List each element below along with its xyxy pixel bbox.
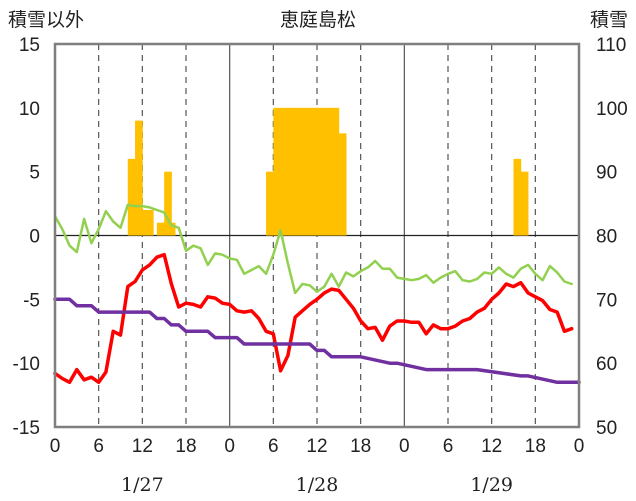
series-lines — [53, 203, 581, 385]
snowfall-bar — [317, 107, 322, 236]
wind_like-line — [53, 203, 573, 295]
right-tick-label: 60 — [596, 354, 617, 375]
snowfall-bar — [156, 222, 161, 236]
snowfall-bar — [335, 107, 340, 236]
left-tick-label: 5 — [29, 163, 40, 184]
x-tick-label: 6 — [443, 436, 454, 457]
snowfall-bar — [524, 171, 529, 236]
snowfall-bar — [324, 107, 329, 236]
snowfall-bar — [167, 171, 172, 236]
right-tick-label: 90 — [596, 163, 617, 184]
snowfall-bar — [298, 107, 303, 236]
date-label: 1/28 — [296, 474, 339, 496]
snowfall-bar — [276, 107, 282, 236]
snowfall-bar — [291, 107, 296, 236]
snowfall-bar — [171, 222, 176, 236]
snowfall-bar — [135, 120, 140, 236]
date-label: 1/27 — [121, 474, 164, 496]
snowfall-bar — [338, 133, 343, 236]
x-tick-label: 0 — [224, 436, 235, 457]
left-tick-label: -10 — [13, 354, 40, 375]
x-tick-label: 0 — [574, 436, 585, 457]
snowfall-bar — [280, 107, 285, 236]
left-tick-label: 10 — [19, 99, 40, 120]
date-label: 1/29 — [470, 474, 513, 496]
snowfall-bar — [306, 107, 311, 236]
x-tick-label: 0 — [50, 436, 61, 457]
snowfall-bar — [284, 107, 289, 236]
x-tick-label: 12 — [306, 436, 327, 457]
chart-title: 恵庭島松 — [280, 9, 356, 31]
x-tick-label: 18 — [350, 436, 371, 457]
right-axis-label: 積雪 — [590, 9, 628, 31]
snowfall-bar — [269, 171, 274, 236]
snowfall-bar — [127, 158, 132, 236]
snowfall-bar — [149, 209, 154, 236]
right-tick-label: 70 — [596, 290, 617, 311]
snowfall-bar — [273, 107, 278, 236]
x-tick-label: 6 — [93, 436, 104, 457]
left-axis-label: 積雪以外 — [8, 9, 84, 31]
snow_depth-line — [53, 297, 581, 385]
temperature-line — [53, 252, 574, 385]
snowfall-bar — [331, 107, 336, 236]
plot-frame — [53, 42, 581, 429]
snowfall-bars — [127, 107, 529, 236]
x-tick-label: 18 — [525, 436, 546, 457]
right-tick-label: 50 — [596, 418, 617, 439]
date-labels: 1/27 1/28 1/29 — [121, 474, 513, 496]
right-tick-label: 100 — [596, 99, 628, 120]
snowfall-bar — [287, 107, 292, 236]
x-ticks: 0 6 12 18 0 6 12 18 0 6 12 18 0 — [50, 436, 585, 457]
right-y-ticks: 110 100 90 80 70 60 50 — [596, 35, 628, 439]
left-y-ticks: 15 10 5 0 -5 -10 -15 — [13, 35, 40, 439]
snowfall-bar — [302, 107, 307, 236]
snowfall-bar — [142, 209, 147, 236]
left-tick-label: -15 — [13, 418, 40, 439]
snowfall-bar — [131, 158, 136, 236]
snowfall-bar — [164, 171, 169, 236]
right-tick-label: 110 — [596, 35, 626, 56]
snowfall-bar — [517, 158, 522, 236]
snowfall-bar — [342, 133, 347, 236]
snowfall-bar — [138, 120, 143, 236]
snowfall-bar — [320, 107, 325, 236]
snowfall-bar — [160, 222, 165, 236]
x-tick-label: 6 — [268, 436, 279, 457]
snowfall-bar — [513, 158, 518, 236]
snowfall-bar — [145, 209, 151, 236]
snowfall-bar — [266, 171, 271, 236]
x-tick-label: 0 — [399, 436, 410, 457]
x-tick-label: 12 — [132, 436, 153, 457]
right-tick-label: 80 — [596, 227, 617, 248]
snowfall-bar — [295, 107, 300, 236]
x-tick-label: 12 — [481, 436, 502, 457]
left-tick-label: 15 — [19, 35, 40, 56]
snowfall-bar — [313, 107, 318, 236]
left-tick-label: -5 — [23, 290, 40, 311]
x-tick-label: 18 — [175, 436, 196, 457]
snowfall-bar — [309, 107, 314, 236]
snowfall-bar — [327, 107, 332, 236]
left-tick-label: 0 — [29, 227, 40, 248]
snowfall-bar — [520, 171, 525, 236]
